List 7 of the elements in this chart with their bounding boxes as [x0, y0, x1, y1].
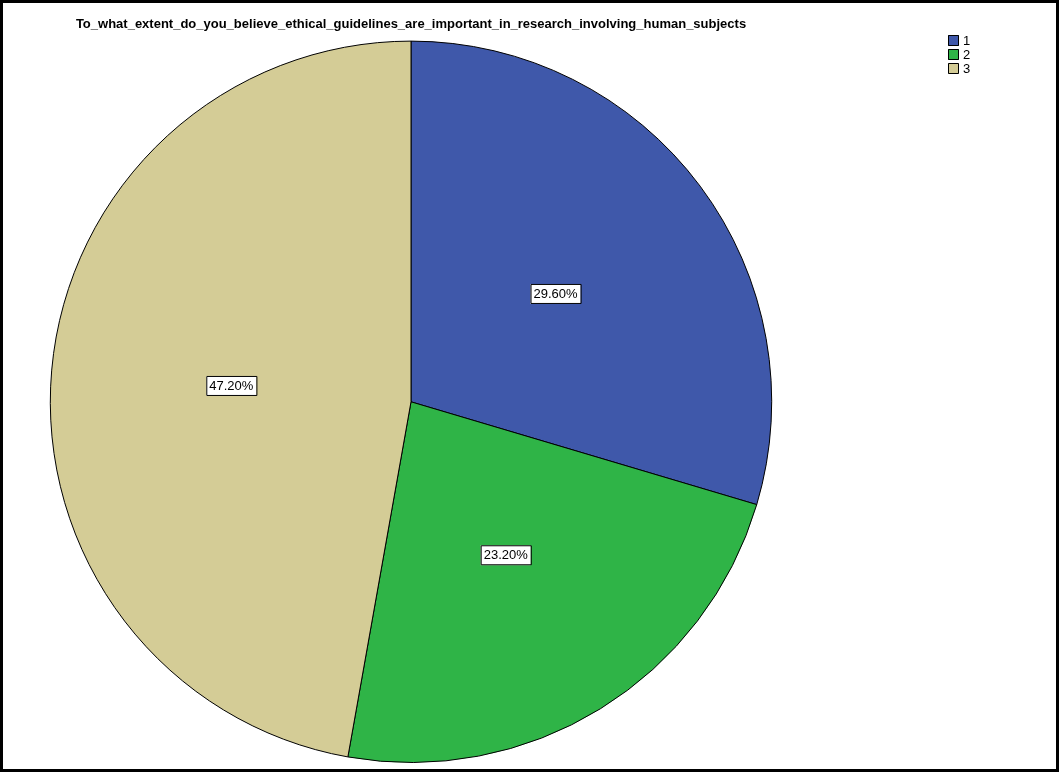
legend-label: 2 [963, 46, 971, 62]
chart-title: To_what_extent_do_you_believe_ethical_guidelines_are_important_in_research_involving_human_subjects [75, 16, 747, 32]
data-label: 23.20% [483, 546, 529, 562]
legend-label: 3 [963, 60, 971, 76]
legend-label: 1 [963, 32, 971, 48]
data-label: 29.60% [533, 285, 579, 301]
data-label: 47.20% [209, 377, 254, 393]
